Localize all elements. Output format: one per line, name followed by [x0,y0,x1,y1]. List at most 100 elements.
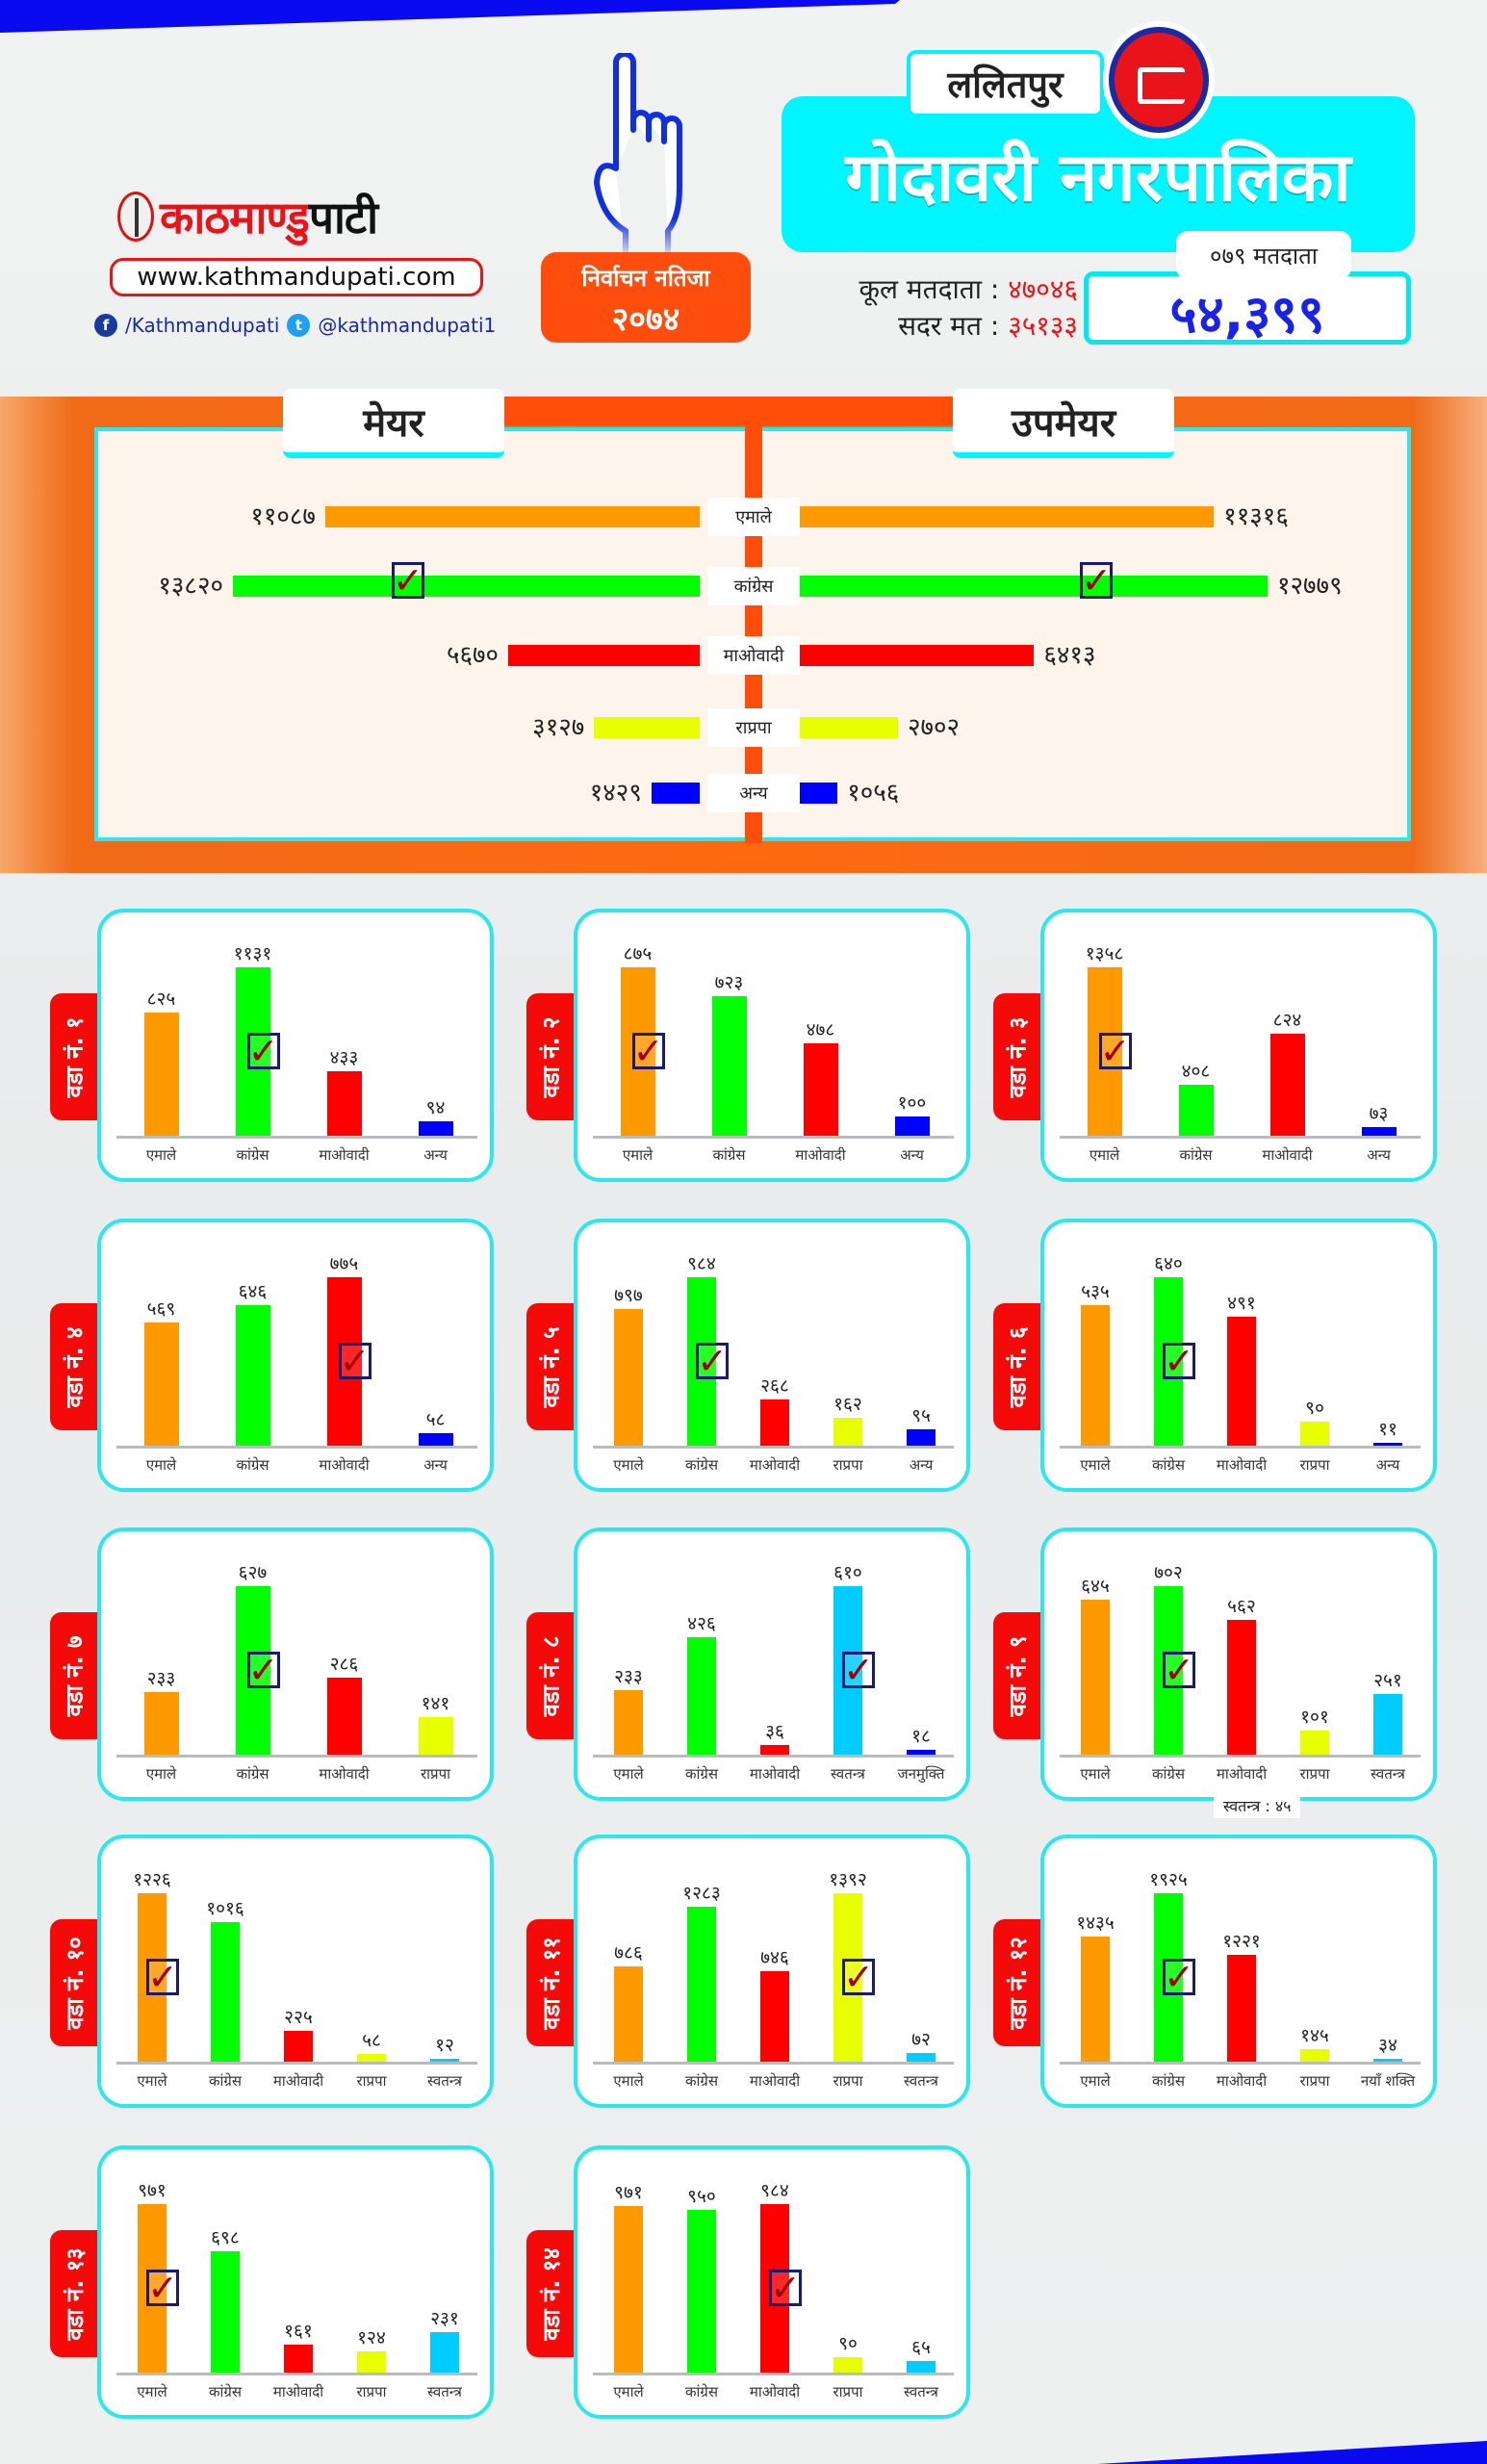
chart-baseline [1060,1755,1421,1758]
twitter-link[interactable]: @kathmandupati1 [318,314,497,337]
chart-baseline [1060,2062,1421,2065]
ward-party-label: राप्रपा [833,2072,863,2090]
mayor-bar [508,645,700,666]
ward-vote-label: ६४६ [238,1281,268,1303]
ward-vote-label: ७३ [1369,1102,1389,1124]
ward-bar [614,1690,643,1755]
winner-check-icon: ✓ [842,1648,875,1691]
district-label: ललितपुर [907,50,1104,117]
chart-baseline [1060,1136,1421,1139]
ward-bar [687,1636,716,1755]
winner-check-icon: ✓ [1163,1955,1195,1998]
ward-party-label: एमाले [622,1146,654,1164]
ward-title: वडा नं. १३ [61,2246,89,2341]
ward-vote-label: २२५ [284,2006,313,2028]
ward-bar [907,2361,936,2373]
ward-title: वडा नं. ४ [61,1325,89,1408]
winner-check-icon: ✓ [246,1648,280,1691]
deputy-mayor-bar [799,645,1035,666]
ward-bar [138,2204,167,2373]
ward-party-label: कांग्रेस [208,2072,242,2090]
ward-party-label: माओवादी [1216,1765,1268,1783]
ward-party-label: कांग्रेस [236,1456,269,1474]
brand-logo: काठमाण्डुपाटी [117,185,378,248]
ward-bar [430,2332,459,2373]
ward-bar [418,1432,453,1446]
ward-vote-label: ९० [1305,1398,1324,1420]
ward-bar [907,1749,936,1755]
ward-party-label: जनमुक्ति [897,1765,945,1783]
ward-tab: वडा नं. ९ [993,1612,1041,1739]
chart-baseline [116,2062,477,2065]
ward-vote-label: ९७१ [138,2180,167,2201]
party-label: राप्रपा [707,708,800,747]
winner-check-icon: ✓ [146,1955,179,1998]
ward-party-label: कांग्रेस [684,1765,718,1783]
ward-party-label: कांग्रेस [236,1765,269,1783]
deputy-mayor-bar [799,717,898,738]
ward-vote-label: ६२७ [238,1562,268,1583]
ward-bar [1227,1316,1256,1446]
ward-vote-label: २३३ [146,1667,176,1689]
ward-vote-label: १२८३ [682,1882,721,1904]
ward-party-label: एमाले [1080,1456,1111,1474]
ward-bar [760,1971,789,2062]
ward-party-label: एमाले [145,1765,177,1783]
ward-vote-label: ७७५ [329,1253,359,1274]
ward-vote-label: ४०८ [1181,1061,1211,1083]
ward-vote-label: १४३५ [1076,1912,1115,1934]
result-title: निर्वाचन नतिजा [581,265,710,292]
ward-party-label: अन्य [423,1146,448,1164]
ward-vote-label: ११३१ [233,943,272,964]
ward-vote-label: ९५ [911,1405,931,1427]
ward-vote-label: १८ [911,1725,931,1747]
result-year: २०७४ [611,300,680,339]
ward-bar [1300,1422,1329,1446]
ward-party-label: कांग्रेस [1179,1146,1213,1164]
ward-bar [1373,2058,1402,2062]
mayor-bar [233,576,700,597]
ward-title: वडा नं. ८ [537,1634,565,1717]
chart-baseline [593,1755,954,1758]
mayor-vote-label: ११०८७ [250,502,316,531]
ward-bar [687,1906,716,2062]
voters-079-label: ०७९ मतदाता [1176,231,1351,279]
ward-bar [326,1277,362,1446]
website-link[interactable]: www.kathmandupati.com [110,258,483,296]
ward-vote-label: ५६९ [146,1297,176,1320]
winner-check-icon: ✓ [1080,559,1114,602]
ward-bar [211,2251,240,2373]
ward-card: २३३ एमाले ६२७ कांग्रेस ✓ २८६ माओवादी १४१ राप्रपा [97,1527,494,1801]
ward-vote-label: १३९२ [829,1869,867,1890]
ward-vote-label: २८६ [329,1654,359,1676]
ward-party-label: माओवादी [749,2383,801,2400]
ward-vote-label: ३४ [1378,2034,1397,2056]
facebook-link[interactable]: /Kathmandupati [125,314,280,337]
ward-party-label: माओवादी [319,1146,370,1164]
ward-bar [326,1678,362,1755]
party-label: कांग्रेस [707,567,800,605]
ward-tab: वडा नं. १४ [526,2230,575,2357]
ward-vote-label: ९७१ [614,2182,643,2204]
brand-name-part2: पाटी [308,192,378,244]
ward-tab: वडा नं. ५ [526,1303,575,1430]
ward-vote-label: १२ [435,2035,454,2056]
ward-party-label: राप्रपा [1299,1456,1330,1474]
municipality-title: गोदावरी नगरपालिका [782,96,1415,252]
mayor-bar [324,506,700,527]
ward-card: ८७५ एमाले ✓ ७२३ कांग्रेस ४७८ माओवादी १०० अन्य [574,909,970,1182]
ward-bar [357,2053,386,2062]
ward-bar [1373,1694,1402,1755]
ward-party-label: अन्य [1375,1456,1400,1474]
ward-title: वडा नं. १० [61,1936,89,2030]
ward-party-label: एमाले [613,2072,644,2090]
ward-bar [235,1586,270,1755]
ward-party-label: कांग्रेस [236,1146,269,1164]
ward-card: ९७१ एमाले ✓ ६९८ कांग्रेस १६१ माओवादी १२४ राप्रपा… [97,2145,494,2419]
ward-tab: वडा नं. ६ [993,1303,1041,1430]
ward-vote-label: ७०२ [1154,1562,1183,1583]
ward-party-label: माओवादी [319,1456,370,1474]
ward-card: २३३ एमाले ४२६ कांग्रेस ३६ माओवादी ६१० स्वतन्त्र… [574,1527,970,1801]
ward-title: वडा नं. ११ [537,1936,565,2030]
winner-check-icon: ✓ [246,1029,280,1072]
